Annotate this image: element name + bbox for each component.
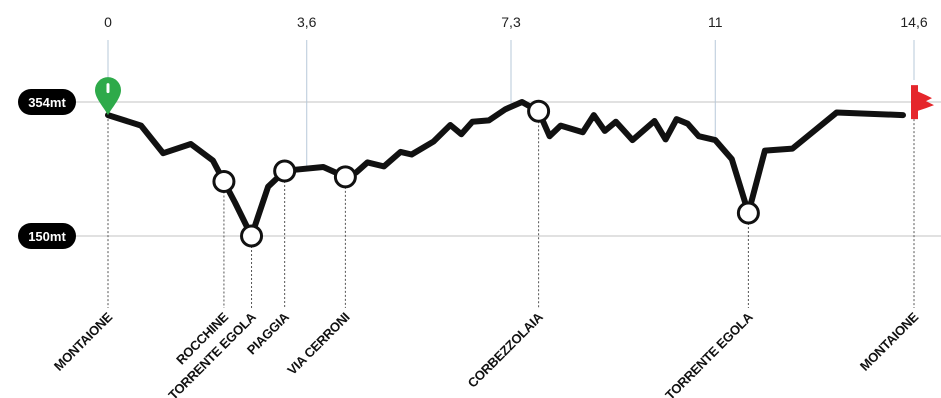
x-tick-layer: 0 3,6 7,3 11 14,6	[104, 14, 928, 169]
waypoint-circle	[240, 224, 264, 248]
y-label-layer: 354mt 150mt	[18, 89, 76, 249]
waypoint-circle	[212, 169, 236, 193]
start-pin-icon	[95, 77, 121, 116]
waypoint-circle	[273, 159, 297, 183]
x-tick-label: 0	[104, 14, 112, 30]
y-axis-badge	[18, 223, 76, 249]
finish-flag-pole	[911, 85, 918, 120]
profile-layer	[105, 99, 906, 239]
start-pin-mark	[106, 83, 110, 94]
waypoint-circle	[736, 201, 760, 225]
waypoint-label: MONTAIONE	[857, 309, 922, 374]
x-tick-label: 14,6	[900, 14, 927, 30]
waypoint-circle	[527, 99, 551, 123]
start-pin-shape	[95, 77, 121, 116]
waypoint-label: VIA CERRONI	[284, 310, 352, 378]
finish-flag-cloth	[917, 91, 934, 112]
waypoint-label: TORRENTE EGOLA	[662, 309, 756, 398]
waypoint-label: CORBEZZOLAIA	[465, 309, 547, 391]
x-tick-label: 3,6	[297, 14, 317, 30]
x-tick-label: 7,3	[501, 14, 521, 30]
y-tick-label: 354mt	[28, 95, 66, 110]
finish-flag-icon	[911, 85, 934, 120]
elevation-line	[105, 99, 906, 239]
waypoint-line-layer	[107, 119, 915, 308]
grid-layer	[75, 101, 941, 237]
waypoint-circle	[333, 165, 357, 189]
y-axis-badge	[18, 89, 76, 115]
waypoint-label: MONTAIONE	[51, 309, 116, 374]
y-tick-label: 150mt	[28, 229, 66, 244]
x-tick-label: 11	[708, 14, 723, 30]
marker-layer	[95, 77, 934, 248]
